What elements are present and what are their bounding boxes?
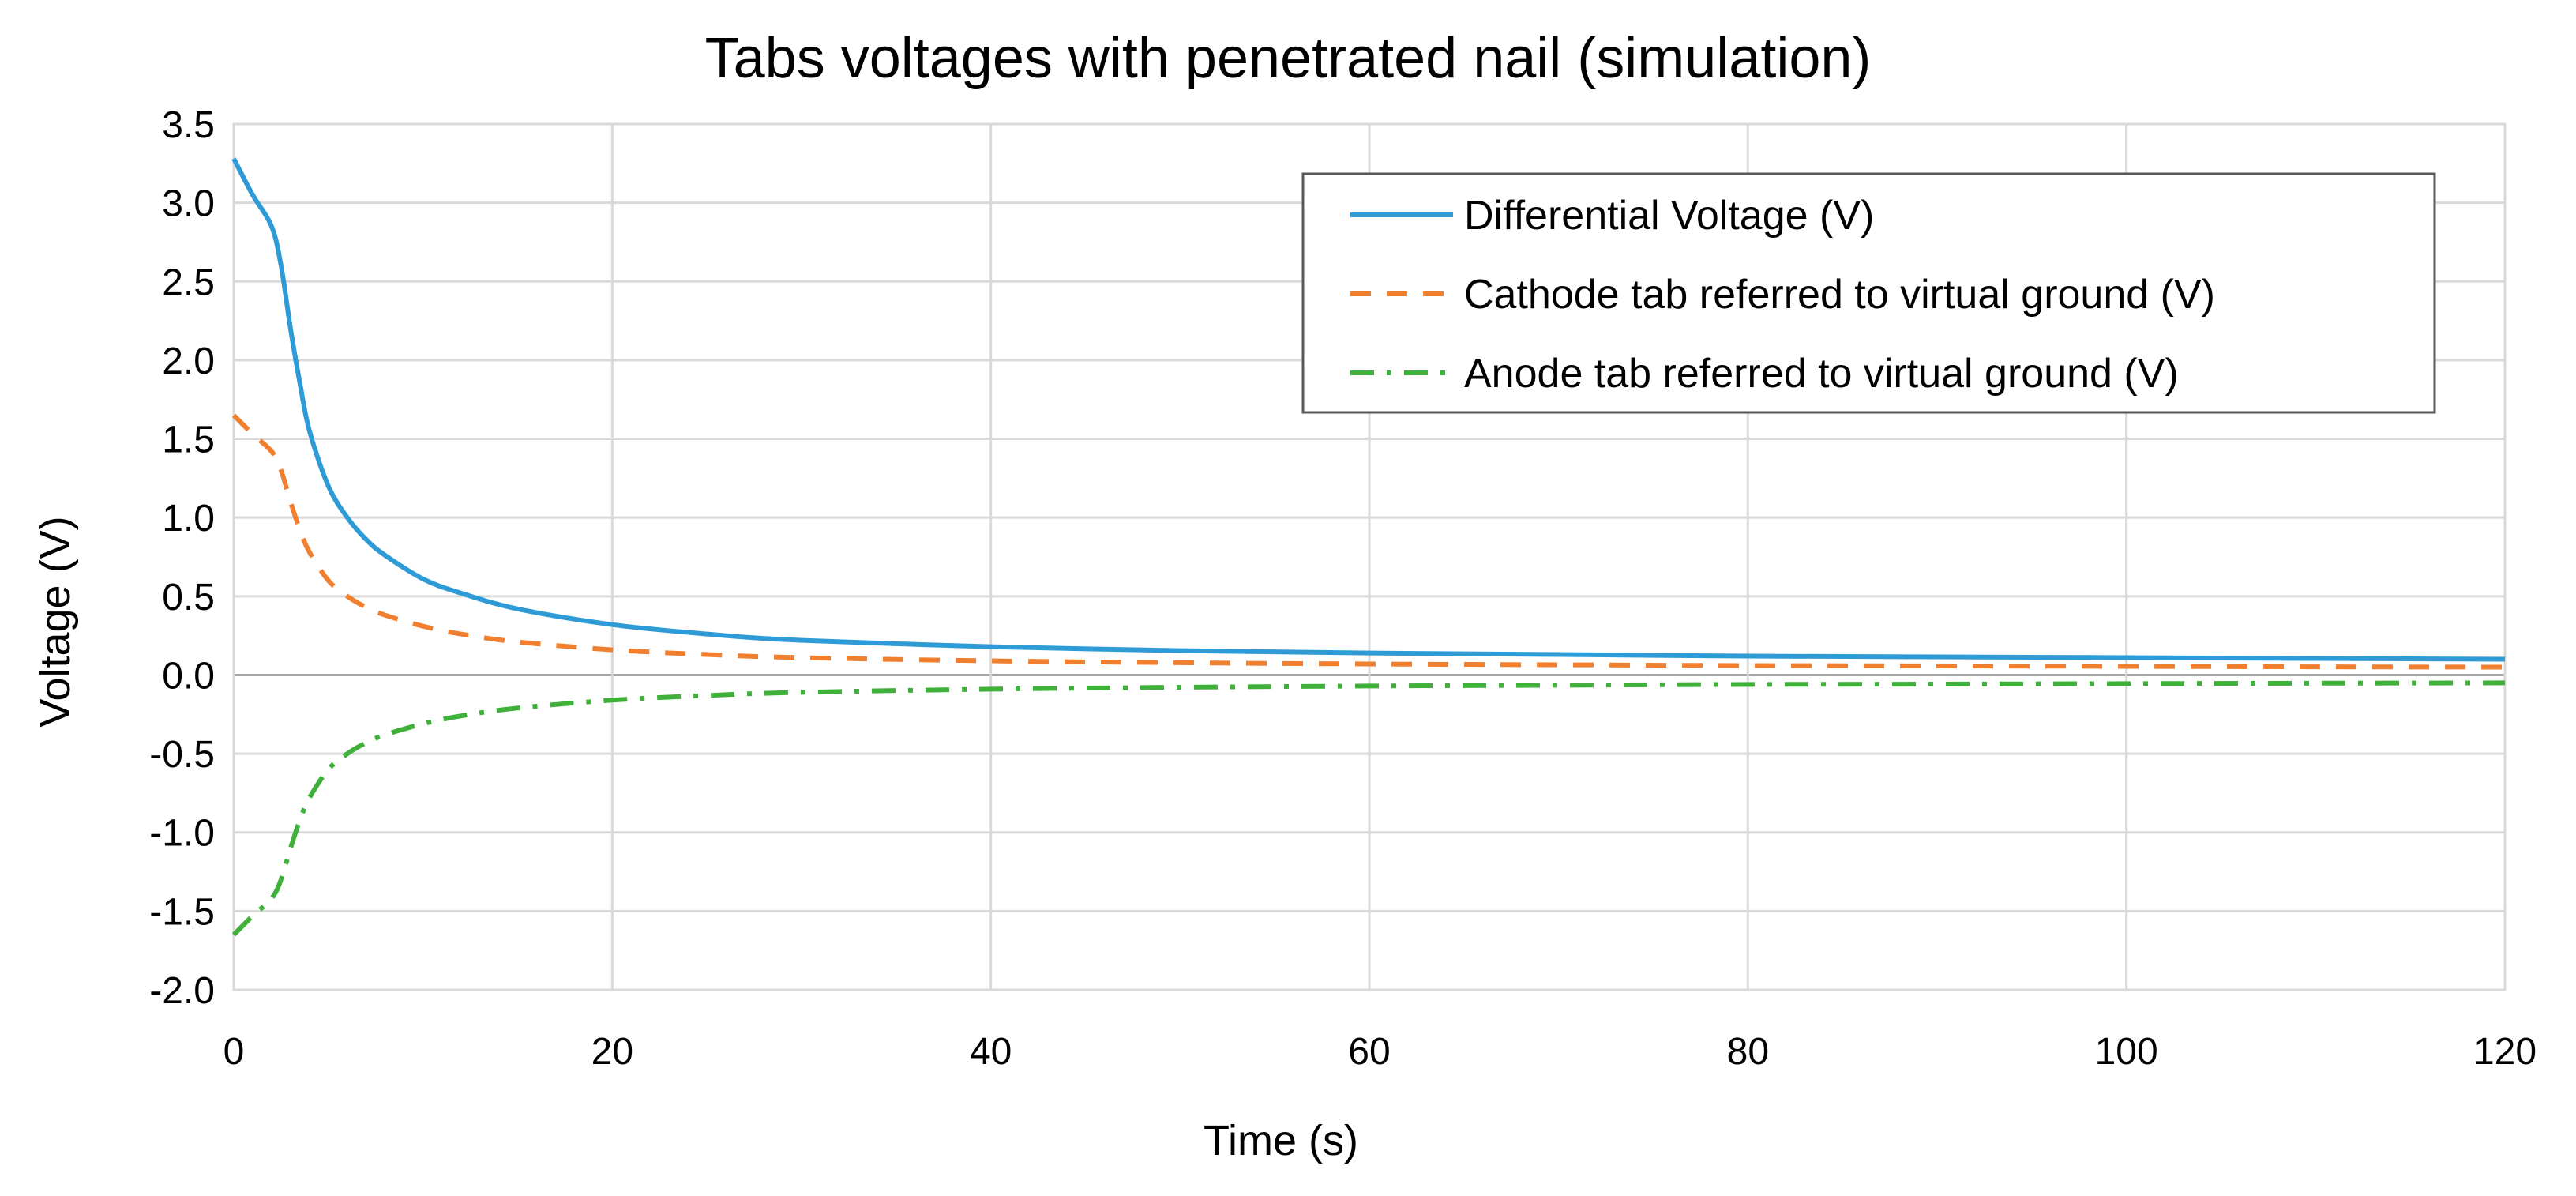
x-tick-label: 0 xyxy=(223,1031,245,1073)
plot-frame xyxy=(232,122,2507,991)
legend-box xyxy=(1301,172,2436,414)
y-tick-label: 0.5 xyxy=(162,577,215,619)
y-tick-label: 0.0 xyxy=(162,655,215,697)
legend-label: Differential Voltage (V) xyxy=(1464,193,1874,239)
y-tick-label: 1.5 xyxy=(162,419,215,461)
y-tick-label: -1.0 xyxy=(149,813,215,855)
x-tick-label: 20 xyxy=(591,1031,633,1073)
y-tick-label: 2.0 xyxy=(162,340,215,382)
y-tick-label: 1.0 xyxy=(162,498,215,540)
y-axis-label: Voltage (V) xyxy=(32,516,79,727)
x-axis-label: Time (s) xyxy=(1204,1117,1358,1164)
series-line xyxy=(231,413,2506,670)
y-tick-label: 3.0 xyxy=(162,183,215,225)
y-tick-label: 2.5 xyxy=(162,261,215,303)
legend: Differential Voltage (V) Cathode tab refe… xyxy=(1301,172,2436,414)
series-line xyxy=(231,680,2506,937)
y-tick-label: -1.5 xyxy=(149,891,215,933)
x-tick-label: 40 xyxy=(970,1031,1012,1073)
legend-label: Anode tab referred to virtual ground (V) xyxy=(1464,351,2179,397)
x-tick-label: 60 xyxy=(1348,1031,1390,1073)
y-tick-label: -2.0 xyxy=(149,970,215,1012)
x-tick-label: 100 xyxy=(2095,1031,2158,1073)
tick-layer: -2.0 -1.5 -1.0 -0.5 0.0 0.5 1.0 1.5 2.0 2.5 3.0 3.5… xyxy=(149,104,2537,1073)
series-layer xyxy=(231,157,2506,937)
y-tick-label: -0.5 xyxy=(149,734,215,776)
chart-title: Tabs voltages with penetrated nail (simu… xyxy=(705,27,1872,90)
y-tick-label: 3.5 xyxy=(162,104,215,146)
x-tick-label: 80 xyxy=(1727,1031,1769,1073)
x-tick-label: 120 xyxy=(2473,1031,2537,1073)
legend-label: Cathode tab referred to virtual ground (… xyxy=(1464,272,2215,318)
series-line xyxy=(231,157,2506,662)
